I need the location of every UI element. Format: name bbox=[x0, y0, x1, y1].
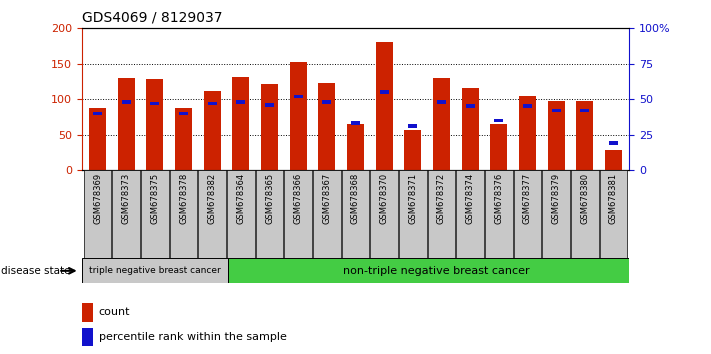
Text: GSM678365: GSM678365 bbox=[265, 172, 274, 224]
Bar bbox=[494, 119, 503, 122]
Text: GSM678373: GSM678373 bbox=[122, 172, 131, 224]
Text: count: count bbox=[99, 307, 130, 317]
Bar bbox=[580, 109, 589, 112]
Bar bbox=[437, 100, 446, 104]
Bar bbox=[146, 79, 164, 170]
Bar bbox=[408, 124, 417, 128]
Text: GSM678368: GSM678368 bbox=[351, 172, 360, 224]
Bar bbox=[289, 62, 306, 170]
Text: GSM678382: GSM678382 bbox=[208, 172, 217, 224]
Bar bbox=[342, 170, 369, 258]
Bar bbox=[428, 170, 455, 258]
Text: GSM678370: GSM678370 bbox=[380, 172, 389, 224]
Bar bbox=[82, 258, 228, 283]
Bar bbox=[265, 103, 274, 107]
Bar bbox=[208, 102, 217, 105]
Bar bbox=[375, 42, 392, 170]
Bar bbox=[284, 170, 312, 258]
Bar bbox=[609, 141, 618, 145]
Bar bbox=[236, 100, 245, 104]
Bar bbox=[571, 170, 599, 258]
Text: non-triple negative breast cancer: non-triple negative breast cancer bbox=[343, 266, 530, 276]
Bar bbox=[523, 104, 532, 108]
Bar bbox=[466, 104, 475, 108]
Bar bbox=[122, 100, 131, 104]
Bar bbox=[170, 170, 197, 258]
Bar bbox=[347, 124, 364, 170]
Text: GSM678372: GSM678372 bbox=[437, 172, 446, 224]
Bar bbox=[232, 77, 250, 170]
Bar bbox=[93, 112, 102, 115]
Text: GSM678374: GSM678374 bbox=[466, 172, 475, 224]
Bar bbox=[228, 258, 645, 283]
Bar bbox=[294, 95, 303, 98]
Bar bbox=[322, 100, 331, 104]
Bar bbox=[198, 170, 226, 258]
Bar bbox=[89, 108, 106, 170]
Bar bbox=[227, 170, 255, 258]
Text: GDS4069 / 8129037: GDS4069 / 8129037 bbox=[82, 11, 223, 25]
Bar bbox=[605, 150, 622, 170]
Bar bbox=[433, 78, 450, 170]
Text: GSM678377: GSM678377 bbox=[523, 172, 532, 224]
Bar bbox=[175, 108, 192, 170]
Bar bbox=[576, 101, 594, 170]
Text: GSM678378: GSM678378 bbox=[179, 172, 188, 224]
Bar bbox=[380, 90, 389, 94]
Text: GSM678364: GSM678364 bbox=[236, 172, 245, 224]
Text: percentile rank within the sample: percentile rank within the sample bbox=[99, 332, 287, 342]
Text: GSM678369: GSM678369 bbox=[93, 172, 102, 224]
Bar bbox=[519, 96, 536, 170]
Bar bbox=[485, 170, 513, 258]
Bar bbox=[141, 170, 169, 258]
Text: GSM678371: GSM678371 bbox=[408, 172, 417, 224]
Text: GSM678380: GSM678380 bbox=[580, 172, 589, 224]
Bar bbox=[84, 170, 112, 258]
Bar bbox=[179, 112, 188, 115]
Bar bbox=[547, 101, 565, 170]
Text: GSM678366: GSM678366 bbox=[294, 172, 303, 224]
Bar bbox=[256, 170, 283, 258]
Bar bbox=[542, 170, 570, 258]
Bar bbox=[82, 303, 93, 322]
Text: GSM678381: GSM678381 bbox=[609, 172, 618, 224]
Bar bbox=[82, 328, 93, 347]
Text: triple negative breast cancer: triple negative breast cancer bbox=[89, 266, 220, 275]
Bar bbox=[261, 84, 278, 170]
Bar bbox=[405, 130, 422, 170]
Bar bbox=[370, 170, 398, 258]
Bar bbox=[461, 88, 479, 170]
Text: GSM678375: GSM678375 bbox=[150, 172, 159, 224]
Bar bbox=[319, 83, 336, 170]
Text: GSM678367: GSM678367 bbox=[322, 172, 331, 224]
Text: GSM678376: GSM678376 bbox=[494, 172, 503, 224]
Bar bbox=[599, 170, 627, 258]
Bar bbox=[112, 170, 140, 258]
Text: disease state: disease state bbox=[1, 266, 71, 276]
Bar bbox=[514, 170, 541, 258]
Bar bbox=[490, 124, 508, 170]
Bar bbox=[456, 170, 484, 258]
Bar bbox=[351, 121, 360, 125]
Bar bbox=[313, 170, 341, 258]
Bar bbox=[552, 109, 561, 112]
Text: GSM678379: GSM678379 bbox=[552, 172, 561, 224]
Bar bbox=[117, 78, 135, 170]
Bar bbox=[203, 91, 221, 170]
Bar bbox=[150, 102, 159, 105]
Bar bbox=[399, 170, 427, 258]
